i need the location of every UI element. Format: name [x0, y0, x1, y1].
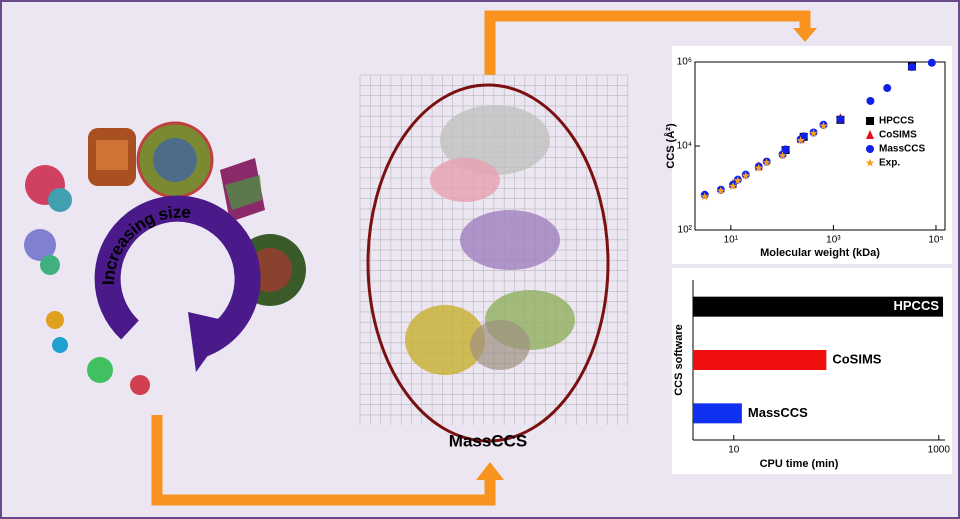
envelope [366, 83, 610, 443]
bar-label: CoSIMS [832, 351, 881, 366]
legend-label: CoSIMS [879, 130, 917, 141]
protein-structure [405, 105, 575, 375]
arrow-top [484, 10, 811, 75]
bar [693, 296, 944, 317]
point [754, 163, 763, 172]
point [741, 171, 750, 180]
point [733, 176, 743, 185]
legend-marker [866, 145, 874, 153]
x-axis-label: CPU time (min) [760, 458, 839, 470]
x-tick-label: 10 [728, 445, 740, 456]
point [927, 58, 936, 67]
bar [693, 403, 742, 424]
bar-label: HPCCS [894, 298, 940, 313]
point [799, 132, 808, 141]
circular-arrow [94, 195, 261, 358]
point [883, 84, 892, 93]
point [778, 151, 787, 160]
legend-label: MassCCS [879, 144, 925, 155]
point [907, 63, 916, 72]
arrow-bottom [151, 415, 496, 506]
legend-marker [866, 117, 874, 125]
legend-marker [865, 158, 875, 167]
legend-label: Exp. [879, 158, 900, 169]
point [796, 136, 805, 145]
x-tick-label: 10⁵ [928, 235, 943, 246]
point [716, 186, 726, 195]
point [700, 192, 709, 201]
y-axis-label: CCS (Å²) [664, 123, 677, 169]
point [781, 145, 790, 154]
point [728, 181, 738, 190]
point [819, 121, 828, 130]
point [836, 115, 845, 124]
point [809, 128, 818, 137]
arrow-head [793, 28, 817, 42]
scatter-panel [672, 46, 952, 264]
x-tick-label: 1000 [928, 445, 951, 456]
bar [693, 350, 827, 370]
y-tick-label: 10⁶ [677, 57, 692, 68]
x-tick-label: 10¹ [724, 235, 739, 246]
flow-arrows [151, 10, 811, 506]
point [866, 96, 875, 105]
legend-marker [866, 130, 874, 139]
arrow-head [476, 462, 504, 480]
y-axis-label: CCS software [673, 324, 685, 396]
arrow-head [188, 312, 232, 372]
bar-label: MassCCS [748, 405, 808, 420]
y-tick-label: 10² [678, 225, 693, 236]
point [762, 158, 771, 167]
method-label: MassCCS [449, 431, 527, 450]
legend-label: HPCCS [879, 116, 914, 127]
y-tick-label: 10⁴ [677, 141, 692, 152]
x-tick-label: 10³ [826, 235, 841, 246]
x-axis-label: Molecular weight (kDa) [760, 247, 880, 259]
